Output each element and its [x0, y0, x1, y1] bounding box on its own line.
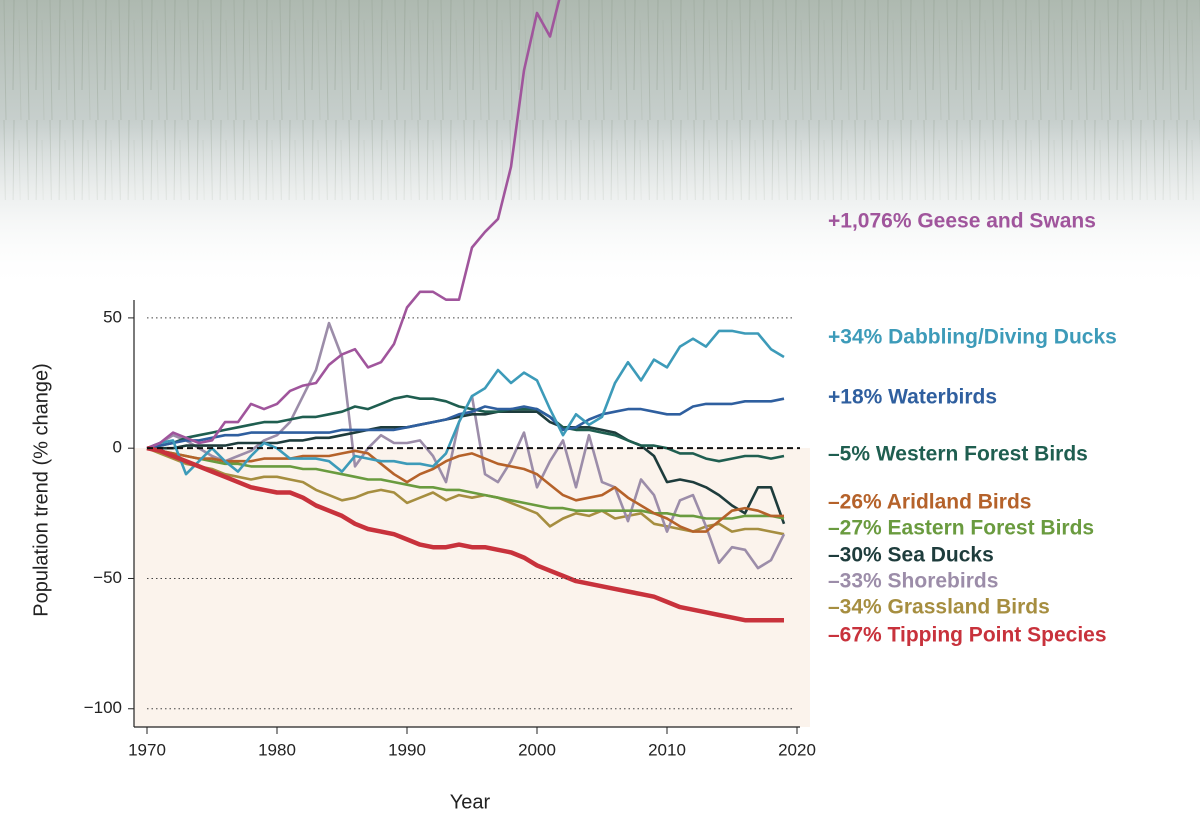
legend-label: –26% Aridland Birds [828, 491, 1031, 514]
legend-label: –30% Sea Ducks [828, 544, 994, 567]
x-tick-label: 1970 [128, 740, 166, 759]
series-line [147, 410, 786, 525]
series-line [146, 446, 785, 536]
legend-label: +1,076% Geese and Swans [828, 210, 1096, 233]
y-tick-label: 50 [103, 307, 122, 326]
plot-lines [146, 0, 786, 623]
y-axis-label: Population trend (% change) [30, 363, 52, 617]
x-tick-label: 2020 [778, 740, 816, 759]
series-line [146, 397, 785, 450]
background-fade [0, 120, 1200, 290]
legend-label: –5% Western Forest Birds [828, 443, 1088, 466]
legend-label: +18% Waterbirds [828, 386, 997, 409]
legend-label: +34% Dabbling/Diving Ducks [828, 326, 1117, 349]
x-tick-label: 2010 [648, 740, 686, 759]
y-tick-label: −100 [84, 698, 122, 717]
x-tick-label: 1980 [258, 740, 296, 759]
legend-label: –67% Tipping Point Species [828, 624, 1107, 647]
series-line [146, 446, 784, 533]
x-axis-label: Year [450, 791, 491, 813]
x-tick-label: 1990 [388, 740, 426, 759]
x-tick-label: 2000 [518, 740, 556, 759]
series-line [146, 446, 785, 520]
series-line [146, 445, 784, 623]
y-tick-label: 0 [113, 438, 122, 457]
series-line [146, 0, 561, 450]
y-tick-label: −50 [93, 568, 122, 587]
legend-label: –33% Shorebirds [828, 570, 998, 593]
legend-label: –34% Grassland Birds [828, 596, 1050, 619]
series-line [146, 329, 785, 476]
plot-shading [134, 448, 810, 727]
legend-label: –27% Eastern Forest Birds [828, 517, 1094, 540]
